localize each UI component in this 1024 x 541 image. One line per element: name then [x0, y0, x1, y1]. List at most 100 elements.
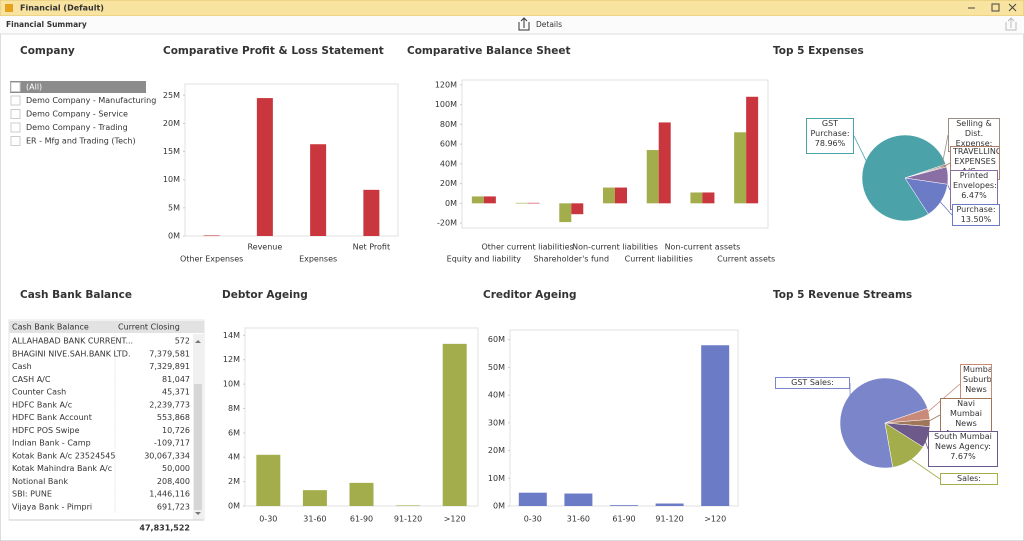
details-icon[interactable] [518, 17, 530, 31]
title-bar [0, 0, 1024, 17]
leader-line [942, 162, 951, 168]
y-tick-label: -20M [437, 219, 457, 228]
bar [603, 187, 615, 204]
bar [396, 505, 421, 506]
close-button[interactable] [1008, 3, 1017, 12]
checkbox[interactable] [10, 122, 21, 133]
y-tick-label: 30M [488, 418, 505, 427]
y-tick-label: 8M [228, 404, 240, 413]
bar [442, 343, 467, 506]
leader-line [943, 175, 951, 191]
bar [518, 492, 547, 506]
y-tick-label: 5M [168, 203, 180, 212]
window-title: Financial (Default) [20, 4, 104, 13]
x-tick-label: 61-90 [350, 515, 373, 524]
restore-button[interactable] [991, 3, 1000, 12]
table-cell: 691,723 [157, 502, 190, 511]
export-icon[interactable] [1005, 17, 1017, 31]
y-tick-label: 2M [228, 477, 240, 486]
table-header [9, 321, 204, 333]
bar [610, 505, 638, 506]
app-icon [5, 4, 13, 12]
x-tick-label: >120 [444, 515, 466, 524]
table-cell: HDFC POS Swipe [12, 426, 80, 435]
x-tick-label: Current liabilities [625, 255, 693, 264]
table-cell: Kotak Bank A/c 23524545 [12, 451, 115, 460]
scroll-thumb[interactable] [194, 384, 202, 510]
bar [256, 98, 273, 237]
details-button[interactable]: Details [536, 20, 562, 29]
table-cell: 7,329,891 [149, 362, 190, 371]
y-tick-label: 20M [488, 446, 505, 455]
toolbar-title: Financial Summary [6, 20, 87, 29]
table-cell: Kotak Mahindra Bank A/c [12, 464, 112, 473]
selected-row [10, 81, 146, 93]
table-cell: BHAGINI NIVE.SAH.BANK LTD. [12, 349, 131, 358]
bar [734, 132, 747, 204]
company-item[interactable]: Demo Company - Service [26, 110, 128, 119]
y-tick-label: 12M [223, 355, 240, 364]
x-tick-label: Net Profit [353, 243, 390, 252]
checkbox[interactable] [10, 82, 21, 92]
panel-title: Cash Bank Balance [20, 289, 132, 301]
leader-line [907, 456, 941, 480]
panel-title: Creditor Ageing [483, 289, 577, 301]
table-cell: HDFC Bank Account [12, 413, 92, 422]
pie-label: GST Purchase: 78.96% [806, 118, 854, 154]
table-cell: 10,726 [162, 426, 190, 435]
plot-frame [184, 83, 399, 237]
leader-line [937, 198, 953, 216]
bar [746, 96, 759, 204]
checkbox[interactable] [10, 109, 21, 119]
company-item[interactable]: Demo Company - Trading [26, 123, 128, 132]
y-tick-label: 0M [493, 502, 505, 511]
company-item[interactable]: Demo Company - Manufacturing [26, 96, 156, 105]
y-tick-label: 60M [488, 335, 505, 344]
pie-slice [839, 377, 928, 469]
company-item[interactable]: ER - Mfg and Trading (Tech) [26, 137, 136, 146]
x-tick-label: Current assets [717, 255, 775, 264]
table-cell: 208,400 [157, 477, 190, 486]
leader-line [853, 135, 869, 166]
bar [310, 144, 327, 236]
x-tick-label: 31-60 [567, 515, 590, 524]
bar [515, 202, 528, 204]
table-cell: Cash [12, 362, 32, 371]
bar [571, 203, 584, 215]
leader-line [941, 134, 949, 167]
x-tick-label: Other Expenses [180, 255, 243, 264]
y-tick-label: 50M [488, 363, 505, 372]
y-tick-label: 20M [163, 119, 180, 128]
column-header: Cash Bank Balance [12, 323, 89, 332]
panel-title: Top 5 Expenses [773, 45, 864, 57]
bar [203, 235, 220, 237]
y-tick-label: 25M [163, 91, 180, 100]
bar [690, 192, 703, 204]
x-tick-label: Equity and liability [447, 255, 522, 264]
y-tick-label: 10M [488, 474, 505, 483]
table-cell: 45,371 [162, 388, 190, 397]
table-cell: 30,067,334 [144, 451, 190, 460]
table-cell: 7,379,581 [149, 349, 190, 358]
y-tick-label: 0M [445, 199, 457, 208]
table-cell: Indian Bank - Camp [12, 439, 91, 448]
x-tick-label: 61-90 [612, 515, 635, 524]
plot-frame [461, 79, 769, 229]
scroll-down[interactable] [195, 512, 201, 515]
toolbar [0, 16, 1024, 34]
bar [655, 503, 684, 506]
x-tick-label: Shareholder's fund [534, 255, 610, 264]
table-cell: 553,868 [157, 413, 190, 422]
bar [302, 490, 327, 506]
x-tick-label: 91-120 [394, 515, 422, 524]
bar [559, 203, 572, 223]
x-tick-label: Other current liabilities [481, 243, 573, 252]
table-cell: Vijaya Bank - Pimpri [12, 502, 92, 511]
checkbox[interactable] [10, 95, 21, 106]
scroll-up[interactable] [195, 340, 201, 343]
panel-title: Comparative Profit & Loss Statement [163, 45, 384, 57]
company-item[interactable]: (All) [26, 83, 42, 92]
bar [646, 150, 659, 204]
checkbox[interactable] [10, 136, 21, 146]
table-total: 47,831,522 [139, 524, 190, 533]
